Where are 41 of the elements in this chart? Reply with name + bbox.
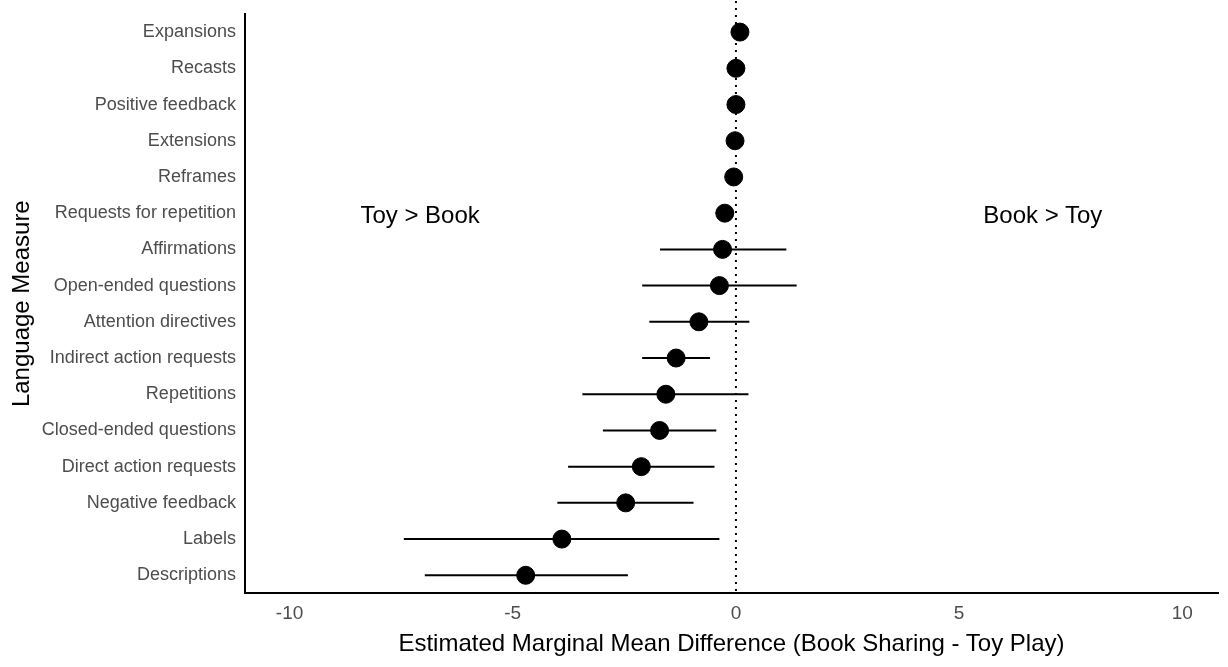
point (650, 420, 670, 440)
point (616, 493, 636, 513)
x-axis-title: Estimated Marginal Mean Difference (Book Sharing - Toy Play) (398, 629, 1065, 657)
y-tick-label: Attention directives (83, 310, 236, 331)
point (726, 58, 746, 78)
point (552, 529, 572, 549)
point (713, 239, 733, 259)
y-tick-label: Recasts (170, 57, 236, 78)
y-tick-label: Expansions (142, 21, 236, 42)
y-tick-label: Closed-ended questions (41, 419, 236, 440)
y-tick-label: Direct action requests (61, 455, 236, 476)
y-tick-label: Negative feedback (86, 491, 237, 512)
x-tick-label: -5 (504, 602, 522, 624)
y-tick-label: Extensions (147, 129, 236, 150)
point (709, 276, 729, 296)
y-tick-label: Positive feedback (94, 93, 237, 114)
point (724, 167, 744, 187)
x-tick-label: -10 (275, 602, 304, 624)
y-tick-label: Indirect action requests (49, 346, 236, 367)
x-tick-label: 10 (1171, 602, 1193, 624)
y-tick-label: Labels (182, 528, 236, 549)
point (516, 565, 536, 585)
x-tick-label: 0 (730, 602, 742, 624)
x-tick-label: 5 (953, 602, 965, 624)
y-tick-label: Descriptions (136, 564, 236, 585)
y-axis-title: Language Measure (7, 200, 35, 408)
point (656, 384, 676, 404)
point (726, 95, 746, 115)
annotation: Book > Toy (983, 201, 1103, 229)
point (730, 22, 750, 42)
y-tick-label: Reframes (157, 165, 236, 186)
point (689, 312, 709, 332)
point (666, 348, 686, 368)
y-tick-label: Repetitions (145, 383, 236, 404)
annotation: Toy > Book (360, 201, 481, 229)
point (725, 131, 745, 151)
point (715, 203, 735, 223)
y-tick-label: Open-ended questions (53, 274, 236, 295)
y-tick-label: Affirmations (141, 238, 236, 259)
point (631, 457, 651, 477)
y-tick-label: Requests for repetition (54, 202, 236, 223)
